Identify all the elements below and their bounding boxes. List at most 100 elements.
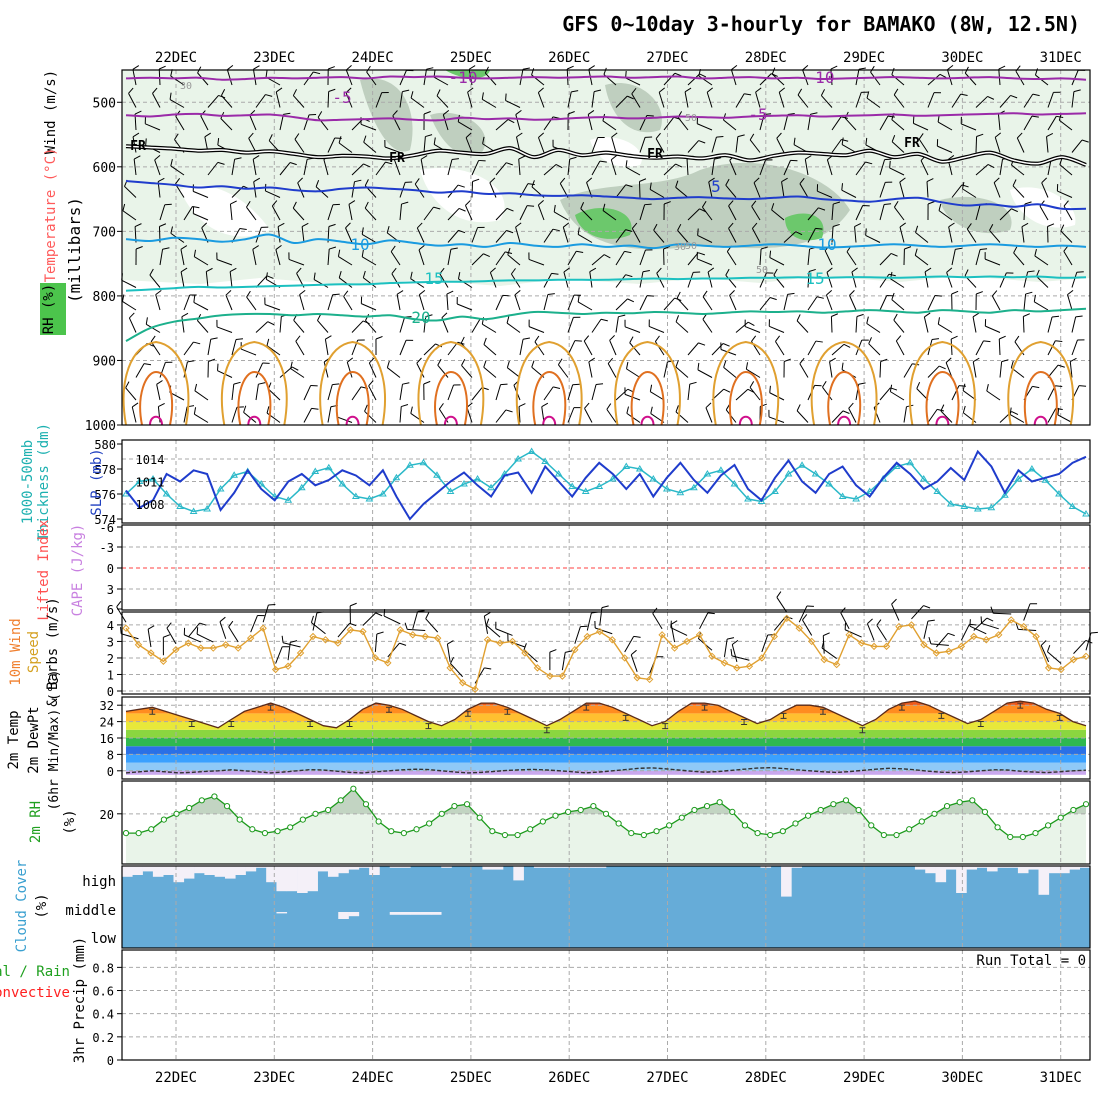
panel-ylabel: SLP (mb) [89, 448, 105, 515]
bottom-date-label: 25DEC [450, 1070, 492, 1086]
wind10m-barb-flag [948, 633, 955, 635]
upper-air-wind-barb-flag [501, 384, 508, 385]
slp-tick-label: 1011 [136, 476, 165, 490]
upper-air-wind-barb-flag [567, 66, 573, 69]
rh-point [477, 815, 482, 820]
top-date-label: 23DEC [253, 50, 295, 66]
rh-point [793, 821, 798, 826]
wind10m-barb-flag [928, 620, 935, 621]
wind10m-barb-flag [197, 627, 198, 634]
wind10m-barb [363, 613, 376, 626]
rh-point [250, 827, 255, 832]
panel-ylabel: RH (%) [41, 284, 57, 335]
cloud-high-bar [925, 866, 936, 873]
wind10m-barb [413, 611, 418, 628]
rh-point [818, 807, 823, 812]
cloud-high-bar [215, 866, 226, 877]
wind10m-barb-flag [634, 636, 641, 637]
temp-band [122, 746, 1090, 754]
bottom-date-label: 24DEC [352, 1070, 394, 1086]
upper-air-wind-barb-flag [935, 296, 942, 297]
upper-air-wind-barb-flag [573, 384, 580, 385]
rh-point [414, 827, 419, 832]
rh-point [704, 803, 709, 808]
rh-point [427, 821, 432, 826]
wind10m-barb-flag [867, 619, 872, 624]
wind10m-barb-flag [282, 636, 283, 643]
contour-label: FR [647, 147, 663, 162]
wind10m-barb [970, 626, 986, 634]
contour-label: -10 [806, 68, 835, 87]
contour-label: -5 [748, 105, 767, 124]
rh-point [199, 798, 204, 803]
rh-point [907, 827, 912, 832]
panel-ylabel: (%) [62, 809, 78, 834]
upper-air-wind-barb-flag [731, 65, 737, 69]
temp-fill-bands [122, 689, 1090, 775]
rh-point [679, 815, 684, 820]
cloud-high-bar [338, 866, 349, 873]
rh-point [439, 811, 444, 816]
upper-air-wind-barb [1023, 317, 1024, 333]
rh-point [944, 803, 949, 808]
cloud-high-bar [276, 866, 287, 891]
upper-air-wind-barb-flag [698, 228, 699, 235]
upper-air-wind-barb-flag [227, 65, 233, 69]
temp-band [122, 713, 1090, 721]
wind10m-barb-flag [117, 601, 121, 607]
wind10m-barb [121, 634, 138, 639]
panel-ylabel: Speed [26, 631, 42, 673]
cloud-high-bar [1018, 866, 1029, 873]
rh-point [237, 817, 242, 822]
contour-label: 10 [817, 235, 836, 254]
ytick-label: 2 [107, 652, 114, 666]
upper-air-wind-barb-flag [1055, 386, 1062, 387]
temp-band [122, 730, 1090, 738]
rh-point [212, 794, 217, 799]
ytick-label: 16 [100, 732, 114, 746]
top-date-label: 27DEC [646, 50, 688, 66]
rh-point [654, 829, 659, 834]
rh-point [363, 802, 368, 807]
cloud-high-bar [318, 866, 329, 871]
upper-air-wind-barb-flag [645, 204, 652, 205]
wind10m-barb [486, 625, 500, 637]
rh-point [174, 811, 179, 816]
rh-point [578, 807, 583, 812]
wind10m-barb [1074, 640, 1086, 653]
upper-air-wind-barb [328, 92, 329, 108]
ytick-label: 20 [100, 808, 114, 822]
cloud-high-bar [153, 866, 164, 877]
thickness-line [126, 452, 1086, 515]
wind10m-barb-flag [148, 626, 154, 630]
wind10m-barb [148, 629, 151, 647]
ytick-label: 0.6 [92, 985, 114, 999]
rh-point [919, 819, 924, 824]
ytick-label: 0 [107, 685, 114, 699]
ytick-label: 3 [107, 635, 114, 649]
contour-label: 15 [805, 269, 824, 288]
top-date-label: 29DEC [843, 50, 885, 66]
temp-band [122, 722, 1090, 730]
ytick-label: 4 [107, 619, 114, 633]
top-date-label: 30DEC [941, 50, 983, 66]
rh-point [856, 807, 861, 812]
upper-air-wind-barb-flag [770, 386, 771, 393]
wind10m-barb-flag [399, 643, 406, 645]
wind10m-barb-flag [1091, 632, 1098, 633]
ytick-label: -3 [100, 541, 114, 555]
cloud-middle-bar [410, 912, 421, 915]
contour-label: 5 [711, 177, 721, 196]
wind10m-barb [229, 627, 239, 642]
wind10m-barb-flag [802, 614, 806, 620]
upper-air-wind-barb [880, 362, 881, 378]
upper-air-wind-barb-flag [506, 94, 507, 101]
wind10m-barb [388, 643, 400, 657]
precip-legend-convective: Convective [0, 985, 70, 1001]
upper-air-wind-barb-flag [959, 386, 966, 387]
ytick-label: 700 [93, 225, 116, 240]
rh-point [149, 827, 154, 832]
